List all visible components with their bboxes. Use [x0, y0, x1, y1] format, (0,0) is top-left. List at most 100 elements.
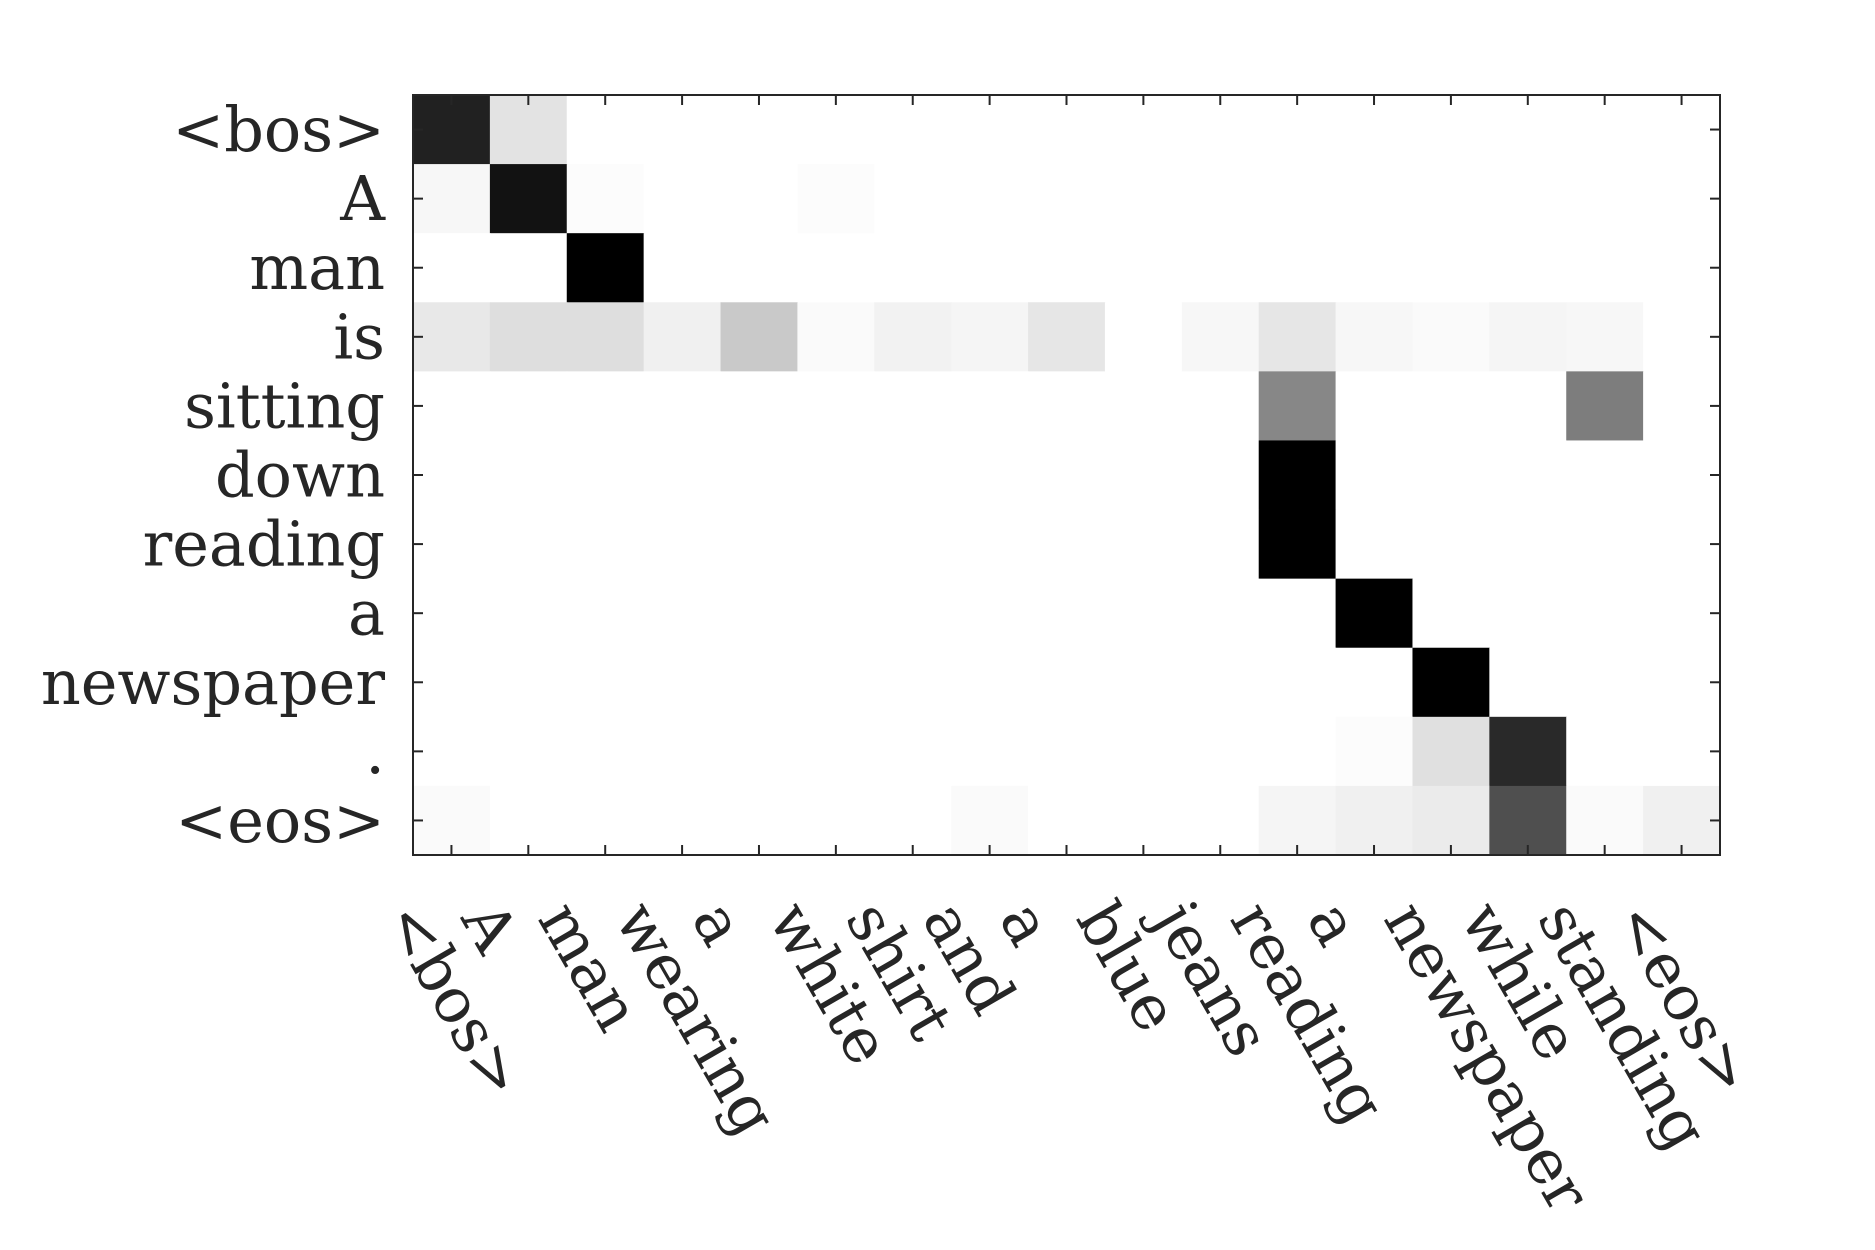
- heatmap-cell: [1489, 509, 1567, 580]
- heatmap-cell: [1335, 578, 1414, 649]
- heatmap-cell: [566, 371, 645, 442]
- heatmap-cell: [489, 302, 568, 372]
- y-tick-label: sitting: [184, 369, 385, 442]
- heatmap-cell: [1104, 371, 1183, 442]
- heatmap-cell: [413, 233, 491, 303]
- heatmap-cell: [1412, 509, 1490, 580]
- heatmap-cell: [1335, 785, 1414, 856]
- heatmap-cell: [1181, 233, 1260, 303]
- y-tick-label: reading: [143, 508, 385, 581]
- heatmap-cell: [874, 716, 952, 787]
- heatmap-cell: [1181, 95, 1260, 165]
- heatmap-cell: [1335, 371, 1414, 442]
- heatmap-cell: [489, 233, 568, 303]
- heatmap-cell: [951, 371, 1029, 442]
- heatmap-cell: [1181, 164, 1260, 234]
- heatmap-cell: [1489, 164, 1567, 234]
- heatmap-cell: [1566, 371, 1644, 442]
- heatmap-cell: [489, 578, 568, 649]
- y-tick-label: <eos>: [175, 784, 385, 857]
- heatmap-cell: [1258, 716, 1337, 787]
- heatmap-cell: [1489, 578, 1567, 649]
- heatmap-cell: [720, 95, 799, 165]
- heatmap-cell: [797, 785, 875, 856]
- heatmap-cell: [720, 578, 799, 649]
- heatmap-cell: [1412, 164, 1490, 234]
- heatmap-cell: [1643, 440, 1721, 511]
- heatmap-cell: [413, 164, 491, 234]
- y-axis-tick-labels: <bos>Amanissittingdownreadinganewspaper.…: [41, 93, 386, 857]
- heatmap-cell: [797, 578, 875, 649]
- heatmap-cell: [1335, 233, 1414, 303]
- heatmap-cell: [566, 578, 645, 649]
- heatmap-cell: [951, 440, 1029, 511]
- heatmap-cell: [566, 440, 645, 511]
- heatmap-cell: [1335, 95, 1414, 165]
- heatmap-cell: [413, 578, 491, 649]
- heatmap-cell: [1643, 95, 1721, 165]
- heatmap-cell: [413, 371, 491, 442]
- heatmap-cell: [1566, 302, 1644, 372]
- heatmap-cell: [643, 95, 722, 165]
- heatmap-cell: [413, 440, 491, 511]
- heatmap-cell: [566, 785, 645, 856]
- heatmap-cell: [720, 785, 799, 856]
- heatmap-cell: [797, 95, 875, 165]
- heatmap-cell: [1104, 164, 1183, 234]
- heatmap-cell: [951, 164, 1029, 234]
- heatmap-cell: [1335, 509, 1414, 580]
- heatmap-cell: [1181, 578, 1260, 649]
- heatmap-cell: [566, 509, 645, 580]
- heatmap-cell: [874, 371, 952, 442]
- plot-frame: [412, 94, 1721, 856]
- heatmap-cell: [951, 578, 1029, 649]
- heatmap-cell: [489, 440, 568, 511]
- heatmap-cell: [413, 647, 491, 718]
- heatmap-cell: [1489, 233, 1567, 303]
- heatmap-cell: [566, 302, 645, 372]
- heatmap-cell: [720, 647, 799, 718]
- heatmap-cell: [951, 785, 1029, 856]
- heatmap-cell: [1181, 302, 1260, 372]
- heatmap-cell: [643, 716, 722, 787]
- heatmap-cell: [1643, 716, 1721, 787]
- y-tick-label: is: [333, 300, 385, 373]
- heatmap-cell: [1104, 440, 1183, 511]
- heatmap-cell: [1643, 233, 1721, 303]
- heatmap-cell: [489, 785, 568, 856]
- heatmap-cell: [1335, 440, 1414, 511]
- y-tick-label: .: [365, 715, 385, 788]
- heatmap-cell: [1335, 716, 1414, 787]
- heatmap-cell: [1643, 578, 1721, 649]
- heatmap-cell: [951, 509, 1029, 580]
- heatmap-cell: [874, 440, 952, 511]
- heatmap-cell: [874, 785, 952, 856]
- heatmap-cell: [720, 440, 799, 511]
- heatmap-cell: [1181, 440, 1260, 511]
- heatmap-cell: [1412, 440, 1490, 511]
- heatmap-cell: [951, 233, 1029, 303]
- heatmap-cell: [1258, 785, 1337, 856]
- heatmap-cell: [1412, 785, 1490, 856]
- heatmap-cell: [1181, 371, 1260, 442]
- heatmap-cell: [1643, 302, 1721, 372]
- heatmap-cell: [720, 716, 799, 787]
- heatmap-cell: [1258, 647, 1337, 718]
- heatmap-cell: [1335, 647, 1414, 718]
- heatmap-cell: [1412, 716, 1490, 787]
- heatmap-cell: [1412, 371, 1490, 442]
- heatmap-cell: [1028, 95, 1106, 165]
- heatmap-cell: [1104, 716, 1183, 787]
- heatmap-cell: [1028, 647, 1106, 718]
- heatmap-cell: [643, 164, 722, 234]
- y-tick-label: A: [339, 162, 386, 235]
- heatmap-cell: [797, 647, 875, 718]
- heatmap-cell: [1104, 95, 1183, 165]
- heatmap-cell: [797, 164, 875, 234]
- heatmap-cell: [1104, 647, 1183, 718]
- heatmap-cell: [1643, 785, 1721, 856]
- heatmap-cell: [566, 647, 645, 718]
- heatmap-cell: [566, 95, 645, 165]
- heatmap-cell: [566, 716, 645, 787]
